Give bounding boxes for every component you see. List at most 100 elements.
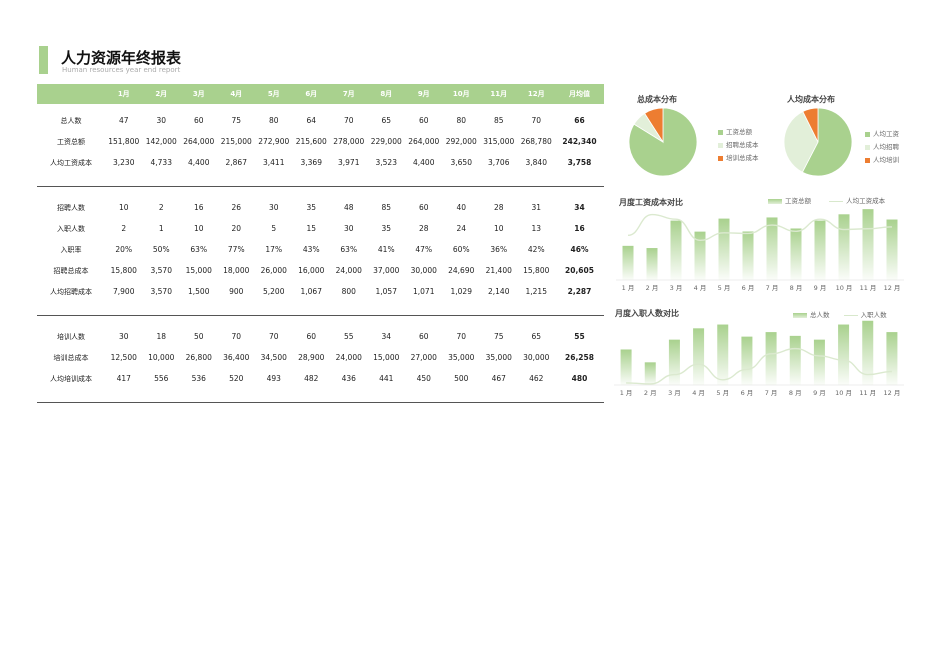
legend-swatch	[865, 157, 870, 163]
table-cell: 47	[118, 116, 129, 125]
column-header: 5月	[255, 84, 293, 104]
table-cell: 10	[193, 224, 204, 233]
table-cell: 80	[456, 116, 467, 125]
table-cell: 24,000	[335, 353, 362, 362]
x-tick-label: 1 月	[622, 284, 635, 292]
x-tick-label: 10 月	[835, 389, 852, 397]
table-cell: 1,215	[525, 287, 547, 296]
avg-cell: 480	[571, 374, 588, 383]
avg-cell: 26,258	[565, 353, 594, 362]
table-cell: 64	[306, 116, 317, 125]
x-tick-label: 7 月	[765, 389, 778, 397]
bar	[789, 335, 801, 385]
table-cell: 21,400	[485, 266, 512, 275]
table-cell: 60	[418, 203, 429, 212]
table-cell: 4,400	[413, 158, 435, 167]
row-label: 人均培训成本	[50, 374, 92, 383]
pie1-legend-item: 工资总额	[718, 126, 759, 139]
table-row: 招聘总成本 15,800 3,570 15,000 18,000 26,000 16,000…	[37, 260, 604, 281]
spacer-cell	[37, 389, 604, 403]
table-cell: 3,650	[450, 158, 472, 167]
pie1-legend-item: 培训总成本	[718, 152, 759, 165]
table-cell: 3,230	[113, 158, 135, 167]
table-cell: 3,840	[525, 158, 547, 167]
table-cell: 1,500	[188, 287, 210, 296]
table-cell: 215,000	[220, 137, 252, 146]
column-header: 7月	[330, 84, 368, 104]
report-table: 1月 2月 3月 4月 5月 6月 7月 8月 9月 10月 11月 12月 月均值 总人数 47 30 60…	[37, 84, 604, 403]
table-cell: 77%	[227, 245, 245, 254]
table-cell: 65	[531, 332, 542, 341]
table-cell: 2,867	[225, 158, 247, 167]
bar	[765, 332, 777, 385]
gap-row	[37, 316, 604, 327]
avg-cell: 242,340	[562, 137, 597, 146]
bar	[693, 328, 705, 385]
table-cell: 55	[343, 332, 354, 341]
row-label: 工资总额	[57, 137, 85, 146]
table-cell: 462	[529, 374, 544, 383]
table-cell: 264,000	[183, 137, 215, 146]
table-cell: 482	[304, 374, 319, 383]
x-tick-label: 12 月	[883, 389, 900, 397]
bar	[668, 339, 680, 385]
x-tick-label: 10 月	[836, 284, 853, 292]
table-cell: 35	[381, 224, 392, 233]
table-cell: 15,800	[110, 266, 137, 275]
bar2-chart: 1 月 2 月 3 月 4 月 5 月 6 月 7 月 8 月 9 月 10 月 11 月 12 月	[614, 320, 904, 397]
table-cell: 315,000	[483, 137, 515, 146]
bar	[814, 220, 826, 280]
table-cell: 268,780	[520, 137, 552, 146]
table-cell: 2	[121, 224, 127, 233]
table-cell: 450	[416, 374, 431, 383]
table-cell: 2,140	[488, 287, 510, 296]
table-cell: 35,000	[485, 353, 512, 362]
table-cell: 36,400	[223, 353, 250, 362]
table-cell: 28	[493, 203, 504, 212]
bar	[742, 231, 754, 280]
table-cell: 15	[306, 224, 317, 233]
table-cell: 50	[193, 332, 204, 341]
column-header: 9月	[405, 84, 443, 104]
table-cell: 60	[193, 116, 204, 125]
table-cell: 3,369	[300, 158, 322, 167]
avg-cell: 2,287	[567, 287, 592, 296]
bar2-legend: 总人数 入职人数	[793, 309, 887, 319]
table-cell: 292,000	[445, 137, 477, 146]
bar	[646, 248, 658, 280]
table-row: 人均工资成本 3,230 4,733 4,400 2,867 3,411 3,369 3,97…	[37, 152, 604, 173]
bar	[838, 214, 850, 280]
table-cell: 3,971	[338, 158, 360, 167]
table-cell: 3,706	[488, 158, 510, 167]
row-label: 人均招聘成本	[50, 287, 92, 296]
table-cell: 142,000	[145, 137, 177, 146]
table-row: 总人数 47 30 60 75 80 64 70 65 60 80 85 70 66	[37, 110, 604, 131]
table-cell: 13	[531, 224, 542, 233]
x-tick-label: 11 月	[859, 389, 876, 397]
table-cell: 42%	[527, 245, 545, 254]
pie2-title: 人均成本分布	[787, 95, 835, 104]
legend-swatch	[718, 142, 723, 148]
x-tick-label: 6 月	[741, 389, 754, 397]
table-row: 入职率 20% 50% 63% 77% 17% 43% 63% 41% 47% 60% 36% 42% 4…	[37, 239, 604, 260]
bar	[644, 362, 656, 385]
row-label: 人均工资成本	[50, 158, 92, 167]
table-cell: 50%	[152, 245, 170, 254]
table-cell: 43%	[302, 245, 320, 254]
table-cell: 493	[266, 374, 281, 383]
table-cell: 35	[306, 203, 317, 212]
sep-row	[37, 173, 604, 187]
bar	[620, 349, 632, 385]
table-cell: 28	[418, 224, 429, 233]
table-cell: 34,500	[260, 353, 287, 362]
table-cell: 467	[491, 374, 506, 383]
x-tick-label: 7 月	[766, 284, 779, 292]
table-cell: 3,523	[375, 158, 397, 167]
bar1-chart: 1 月 2 月 3 月 4 月 5 月 6 月 7 月 8 月 9 月 10 月 11 月 12 月	[616, 209, 904, 292]
row-label: 招聘人数	[57, 203, 85, 212]
table-cell: 70	[343, 116, 354, 125]
table-cell: 5,200	[263, 287, 285, 296]
x-tick-label: 1 月	[620, 389, 633, 397]
table-cell: 10,000	[148, 353, 175, 362]
column-header: 2月	[142, 84, 180, 104]
